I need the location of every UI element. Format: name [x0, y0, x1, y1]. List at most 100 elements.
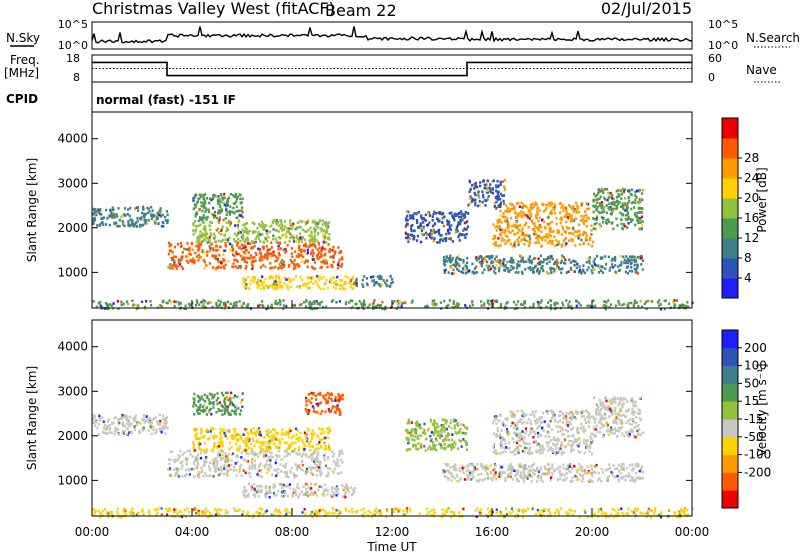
range-gate-cell — [517, 260, 520, 263]
range-gate-cell — [492, 223, 495, 226]
range-gate-cell — [515, 266, 519, 270]
range-gate-cell — [588, 238, 592, 242]
range-gate-cell — [430, 438, 433, 441]
range-gate-cell — [288, 487, 292, 490]
range-gate-cell — [246, 452, 249, 455]
range-gate-cell — [507, 221, 510, 224]
range-gate-cell — [425, 437, 428, 441]
range-gate-cell — [328, 467, 331, 470]
range-gate-cell — [309, 454, 312, 457]
range-gate-cell — [568, 258, 571, 262]
range-gate-cell — [332, 452, 335, 456]
range-gate-cell — [529, 268, 532, 272]
range-gate-cell — [300, 303, 303, 306]
range-gate-cell — [305, 467, 309, 471]
range-gate-cell — [217, 260, 220, 264]
range-gate-cell — [241, 398, 244, 402]
range-gate-cell — [475, 256, 478, 259]
range-gate-cell — [222, 303, 226, 306]
range-gate-cell — [568, 305, 571, 309]
range-gate-cell — [148, 210, 151, 213]
range-gate-cell — [244, 437, 247, 440]
range-gate-cell — [516, 202, 519, 205]
range-gate-cell — [297, 240, 300, 244]
range-gate-cell — [144, 307, 147, 311]
range-gate-cell — [242, 433, 245, 436]
range-gate-cell — [631, 476, 634, 480]
range-gate-cell — [553, 206, 556, 209]
range-gate-cell — [522, 237, 525, 241]
range-gate-cell — [104, 302, 107, 305]
range-gate-cell — [606, 476, 610, 479]
range-gate-cell — [437, 219, 440, 223]
range-gate-cell — [325, 259, 328, 262]
range-gate-cell — [476, 185, 479, 189]
range-gate-cell — [485, 183, 488, 186]
range-gate-cell — [341, 484, 344, 487]
range-gate-cell — [325, 262, 328, 265]
range-gate-cell — [172, 458, 175, 462]
range-gate-cell — [551, 239, 554, 243]
range-gate-cell — [491, 254, 494, 258]
range-gate-cell — [566, 216, 570, 219]
range-gate-cell — [199, 437, 202, 440]
range-gate-cell — [228, 236, 231, 240]
range-gate-cell — [362, 303, 365, 307]
range-gate-cell — [284, 490, 287, 494]
range-gate-cell — [507, 269, 510, 273]
range-gate-cell — [587, 470, 590, 473]
range-gate-cell — [444, 437, 447, 440]
range-gate-cell — [434, 427, 437, 430]
scatter-region — [192, 192, 244, 222]
range-gate-cell — [243, 259, 246, 262]
range-gate-cell — [255, 430, 258, 434]
range-gate-cell — [590, 264, 594, 267]
range-gate-cell — [516, 214, 519, 218]
range-gate-cell — [540, 218, 544, 222]
range-gate-cell — [480, 256, 483, 259]
range-gate-cell — [527, 225, 530, 229]
range-gate-cell — [116, 428, 119, 431]
range-gate-cell — [331, 399, 334, 403]
range-gate-cell — [519, 224, 522, 227]
range-gate-cell — [185, 463, 188, 466]
range-gate-cell — [258, 259, 261, 262]
range-gate-cell — [99, 223, 102, 226]
range-gate-cell — [586, 268, 589, 272]
range-gate-cell — [521, 475, 524, 479]
range-gate-cell — [539, 254, 542, 258]
range-gate-cell — [147, 218, 150, 222]
range-gate-cell — [226, 455, 229, 458]
range-gate-cell — [473, 267, 477, 270]
range-gate-cell — [311, 466, 314, 470]
range-gate-cell — [436, 434, 439, 437]
range-gate-cell — [411, 216, 414, 219]
range-gate-cell — [116, 225, 119, 228]
range-gate-cell — [283, 433, 286, 436]
range-gate-cell — [118, 218, 121, 222]
range-gate-cell — [227, 259, 230, 263]
range-gate-cell — [208, 408, 211, 412]
range-gate-cell — [514, 232, 517, 236]
range-gate-cell — [477, 191, 480, 194]
range-gate-cell — [507, 267, 510, 270]
range-gate-cell — [232, 202, 235, 205]
range-gate-cell — [216, 463, 219, 467]
range-gate-cell — [587, 266, 590, 269]
range-gate-cell — [343, 493, 347, 497]
range-gate-cell — [545, 305, 548, 309]
range-gate-cell — [599, 195, 602, 199]
range-gate-cell — [468, 470, 471, 473]
range-gate-cell — [610, 470, 613, 474]
range-gate-cell — [555, 222, 558, 226]
range-gate-cell — [427, 427, 430, 430]
range-gate-cell — [641, 198, 644, 202]
range-gate-cell — [481, 261, 484, 265]
range-gate-cell — [522, 205, 525, 208]
range-gate-cell — [314, 267, 317, 270]
range-gate-cell — [165, 418, 168, 422]
range-gate-cell — [273, 442, 276, 446]
range-gate-cell — [164, 425, 167, 429]
range-gate-cell — [309, 304, 312, 308]
range-gate-cell — [477, 473, 480, 476]
